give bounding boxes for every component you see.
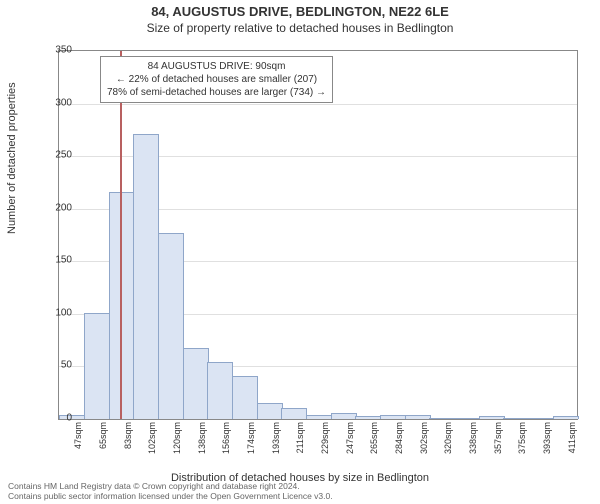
x-tick-label: 83sqm [123, 422, 133, 449]
marker-line [120, 51, 122, 419]
x-tick-label: 120sqm [172, 422, 182, 454]
x-tick-label: 393sqm [542, 422, 552, 454]
histogram-bar [454, 418, 480, 419]
page-subtitle: Size of property relative to detached ho… [0, 21, 600, 35]
y-tick-label: 350 [42, 45, 72, 56]
histogram-bar [503, 418, 529, 419]
x-tick-label: 302sqm [419, 422, 429, 454]
histogram-bar [331, 413, 357, 419]
y-tick-label: 300 [42, 97, 72, 108]
histogram-bar [257, 403, 283, 419]
histogram-bar [84, 313, 110, 419]
info-box-line: ← 22% of detached houses are smaller (20… [107, 73, 326, 86]
histogram-bar [429, 418, 455, 419]
histogram-bar [553, 416, 579, 419]
y-axis-label: Number of detached properties [6, 82, 18, 234]
x-tick-label: 357sqm [493, 422, 503, 454]
info-box-line: 84 AUGUSTUS DRIVE: 90sqm [107, 60, 326, 73]
x-tick-label: 174sqm [246, 422, 256, 454]
x-tick-label: 102sqm [147, 422, 157, 454]
x-tick-label: 265sqm [369, 422, 379, 454]
page-title: 84, AUGUSTUS DRIVE, BEDLINGTON, NE22 6LE [0, 4, 600, 19]
histogram-bar [133, 134, 159, 419]
footer-line: Contains public sector information licen… [8, 492, 333, 502]
histogram-bar [281, 408, 307, 420]
y-tick-label: 0 [42, 413, 72, 424]
x-tick-label: 284sqm [394, 422, 404, 454]
histogram-bar [232, 376, 258, 419]
x-tick-label: 411sqm [567, 422, 577, 453]
histogram-bar [405, 415, 431, 419]
y-tick-label: 250 [42, 150, 72, 161]
x-tick-label: 375sqm [517, 422, 527, 454]
x-tick-label: 47sqm [73, 422, 83, 449]
histogram-bar [183, 348, 209, 419]
x-tick-label: 229sqm [320, 422, 330, 454]
histogram-bar [207, 362, 233, 419]
y-tick-label: 200 [42, 202, 72, 213]
info-box-line: 78% of semi-detached houses are larger (… [107, 86, 326, 99]
histogram-bar [380, 415, 406, 419]
x-tick-label: 156sqm [221, 422, 231, 454]
gridline [59, 104, 577, 105]
info-box: 84 AUGUSTUS DRIVE: 90sqm← 22% of detache… [100, 56, 333, 103]
x-tick-label: 65sqm [98, 422, 108, 449]
histogram-bar [479, 416, 505, 419]
histogram-bar [158, 233, 184, 419]
y-tick-label: 100 [42, 307, 72, 318]
x-tick-label: 247sqm [345, 422, 355, 454]
x-tick-label: 138sqm [197, 422, 207, 454]
histogram-bar [528, 418, 554, 419]
histogram-bar [355, 416, 381, 419]
x-tick-label: 211sqm [295, 422, 305, 453]
histogram-chart [58, 50, 578, 420]
footer-attribution: Contains HM Land Registry data © Crown c… [8, 482, 333, 502]
y-tick-label: 150 [42, 255, 72, 266]
x-tick-label: 338sqm [468, 422, 478, 454]
x-tick-label: 193sqm [271, 422, 281, 454]
y-tick-label: 50 [42, 360, 72, 371]
x-tick-label: 320sqm [443, 422, 453, 454]
histogram-bar [306, 415, 332, 419]
